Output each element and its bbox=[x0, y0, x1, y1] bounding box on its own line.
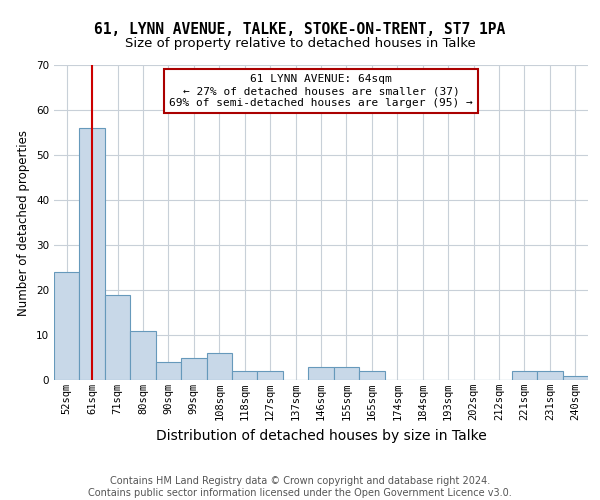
Text: 61 LYNN AVENUE: 64sqm
← 27% of detached houses are smaller (37)
69% of semi-deta: 61 LYNN AVENUE: 64sqm ← 27% of detached … bbox=[169, 74, 473, 108]
Bar bbox=[54, 272, 79, 380]
Bar bbox=[232, 371, 257, 380]
Text: Contains HM Land Registry data © Crown copyright and database right 2024.
Contai: Contains HM Land Registry data © Crown c… bbox=[88, 476, 512, 498]
Text: Size of property relative to detached houses in Talke: Size of property relative to detached ho… bbox=[125, 38, 475, 51]
Bar bbox=[206, 353, 232, 380]
Bar bbox=[334, 366, 359, 380]
Bar bbox=[563, 376, 588, 380]
Bar bbox=[359, 371, 385, 380]
Bar bbox=[79, 128, 105, 380]
Bar bbox=[181, 358, 206, 380]
Bar bbox=[105, 294, 130, 380]
Y-axis label: Number of detached properties: Number of detached properties bbox=[17, 130, 31, 316]
Bar bbox=[308, 366, 334, 380]
Bar bbox=[537, 371, 563, 380]
Bar bbox=[257, 371, 283, 380]
Bar bbox=[512, 371, 537, 380]
X-axis label: Distribution of detached houses by size in Talke: Distribution of detached houses by size … bbox=[155, 428, 487, 442]
Bar bbox=[156, 362, 181, 380]
Bar bbox=[130, 330, 156, 380]
Text: 61, LYNN AVENUE, TALKE, STOKE-ON-TRENT, ST7 1PA: 61, LYNN AVENUE, TALKE, STOKE-ON-TRENT, … bbox=[94, 22, 506, 38]
